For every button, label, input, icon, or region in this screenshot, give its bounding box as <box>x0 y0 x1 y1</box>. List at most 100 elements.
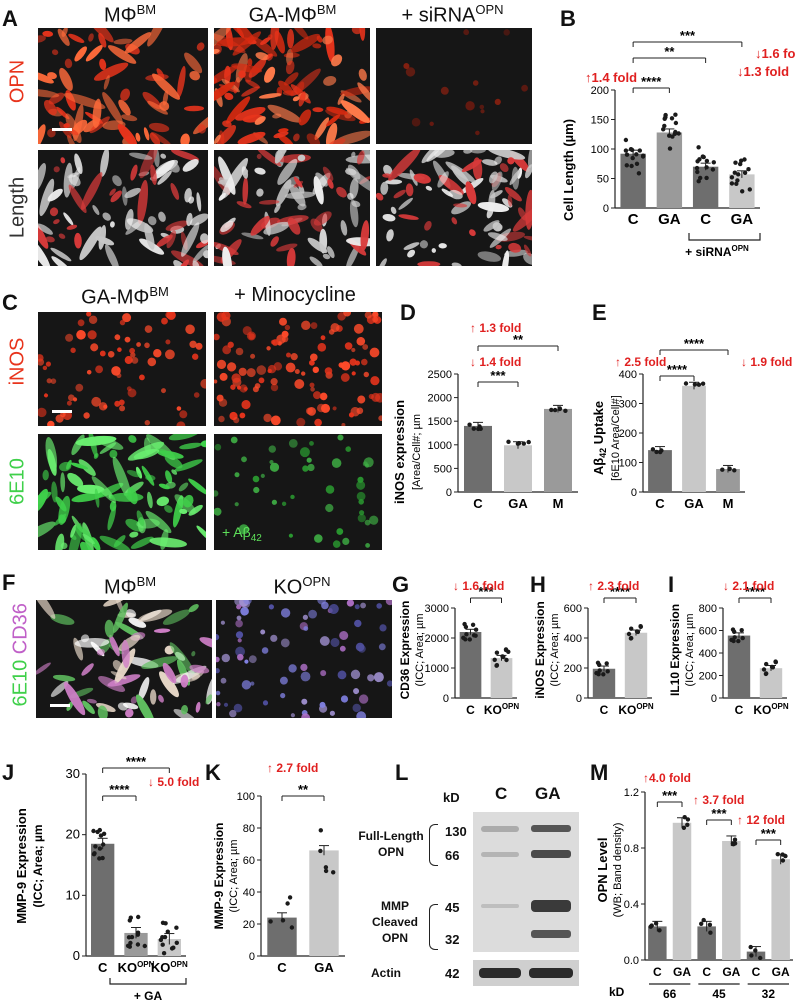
data-point <box>685 817 691 822</box>
chart-j-ylabel: MMP-9 Expression <box>14 808 29 924</box>
micrograph-a-opn-sirna <box>376 28 532 144</box>
data-point <box>552 407 558 413</box>
data-point <box>736 172 741 177</box>
data-point <box>695 169 700 175</box>
micrograph-a-opn-ga <box>214 28 370 144</box>
fold-change-annotation: ↓ 1.4 fold <box>470 355 521 369</box>
data-point <box>285 901 290 906</box>
panel-a-col-title-2: GA-MΦBM <box>248 2 337 27</box>
data-point <box>101 842 106 847</box>
panel-c-col-title-1: GA-MΦBM <box>81 284 169 309</box>
chart-k-ylabel: MMP-9 Expression <box>212 823 226 930</box>
data-point <box>742 157 747 162</box>
kd-label: kD <box>609 985 625 999</box>
chart-i: IL10 Expression (ICC; Area; µm 0 200 400 60… <box>668 580 789 717</box>
data-point <box>318 828 323 833</box>
x-tick-label: GA <box>658 211 681 228</box>
data-point <box>467 422 472 427</box>
x-tick-label: KOOPN <box>753 702 789 717</box>
data-point <box>623 148 629 153</box>
y-tick-label: 0.0 <box>624 955 639 967</box>
data-point <box>95 829 100 835</box>
data-point <box>630 155 635 161</box>
data-point <box>506 649 511 654</box>
data-point <box>629 626 634 631</box>
data-point <box>91 828 96 834</box>
sig-stars: **** <box>109 782 130 797</box>
data-point <box>746 167 751 172</box>
panel-label-c: C <box>2 290 18 315</box>
group-label: 32 <box>762 987 776 1001</box>
blot-actin-label: Actin <box>371 966 401 980</box>
blot-band <box>481 826 519 832</box>
micrograph-c-inos-minocycline <box>214 312 382 426</box>
y-tick-label: 3000 <box>425 603 449 615</box>
micrograph-a-length-sirna <box>376 150 532 266</box>
data-point <box>707 922 713 927</box>
y-tick-label: 1.2 <box>624 787 639 799</box>
data-point <box>662 123 667 129</box>
data-point <box>673 112 678 117</box>
group-label: + GA <box>134 989 163 1003</box>
data-point <box>515 441 521 446</box>
panel-label-i: I <box>668 572 675 597</box>
bar <box>672 822 692 960</box>
y-tick-label: 400 <box>699 648 717 660</box>
data-point <box>280 918 286 923</box>
data-point <box>650 447 656 452</box>
data-point <box>661 127 666 132</box>
y-tick-label: 2500 <box>428 369 452 381</box>
panel-f-row-label: 6E10 CD36 <box>9 603 32 707</box>
fold-change-annotation: ↓ 1.6 fold <box>453 580 504 593</box>
chart-k-ylabel2: (ICC; Area; µm <box>228 840 240 913</box>
x-tick-label: C <box>700 211 711 228</box>
data-point <box>738 161 743 167</box>
y-tick-label: 0 <box>73 948 80 963</box>
x-tick-label: C <box>473 496 483 511</box>
data-point <box>526 439 531 445</box>
data-point <box>669 116 675 121</box>
data-point <box>740 189 745 194</box>
scale-bar-a <box>52 128 72 131</box>
x-tick-label: GA <box>314 960 334 975</box>
data-point <box>696 179 701 184</box>
bar <box>716 468 740 492</box>
sig-stars: **** <box>610 584 631 599</box>
data-point <box>764 661 769 667</box>
data-point <box>654 449 659 455</box>
y-tick-label: 0 <box>443 693 449 705</box>
data-point <box>470 622 476 627</box>
sig-stars: **** <box>126 756 147 769</box>
group-bracket <box>688 233 761 241</box>
blot-membrane <box>473 812 579 952</box>
data-point <box>681 825 687 830</box>
panel-label-l: L <box>395 760 409 785</box>
data-point <box>673 129 678 135</box>
y-tick-label: 0 <box>446 487 452 499</box>
x-tick-label: C <box>655 496 665 511</box>
bar <box>759 668 783 698</box>
fold-change-annotation: ↓1.3 fold <box>737 64 789 79</box>
scale-bar-f <box>50 704 70 707</box>
data-point <box>729 175 735 180</box>
y-tick-label: 400 <box>619 369 637 381</box>
x-tick-label: GA <box>684 496 704 511</box>
data-point <box>657 928 662 933</box>
data-point <box>739 158 744 163</box>
blot-band <box>529 968 573 978</box>
data-point <box>739 628 744 633</box>
data-point <box>473 633 478 638</box>
sig-stars: *** <box>490 368 506 383</box>
data-point <box>634 161 640 166</box>
data-point <box>136 914 141 920</box>
y-tick-label: 2000 <box>428 393 452 405</box>
data-point <box>720 467 725 472</box>
y-tick-label: 100 <box>237 791 255 803</box>
data-point <box>676 131 681 136</box>
data-point <box>773 659 778 664</box>
chart-h-ylabel2: (ICC; Area; µm <box>549 614 561 687</box>
blot-marker-32: 32 <box>445 932 460 947</box>
data-point <box>696 382 702 387</box>
bar <box>544 408 572 492</box>
chart-i-ylabel: IL10 Expression <box>668 604 682 696</box>
